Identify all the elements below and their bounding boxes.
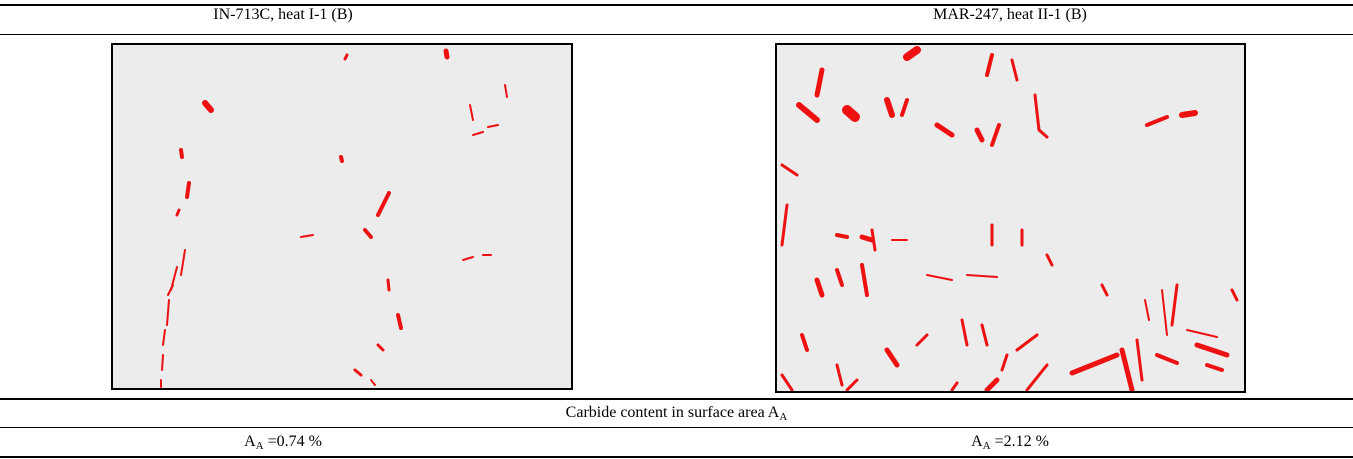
carbide xyxy=(835,233,849,239)
carbide xyxy=(1186,329,1218,338)
bottom-rule xyxy=(0,456,1353,458)
carbide xyxy=(504,84,508,98)
carbide xyxy=(796,102,820,123)
carbide xyxy=(990,123,1001,147)
caption-text: Carbide content in surface area A xyxy=(565,404,780,421)
column-header: MAR-247, heat II-1 (B) xyxy=(933,6,1087,23)
carbide xyxy=(161,354,164,371)
carbide xyxy=(353,368,363,377)
carbide xyxy=(370,379,376,386)
result-cell: AA =2.12 % xyxy=(720,433,1300,452)
result-cell: AA =0.74 % xyxy=(0,433,566,452)
carbide xyxy=(1179,110,1198,118)
carbide xyxy=(1037,128,1049,139)
carbide xyxy=(926,274,953,281)
carbide xyxy=(1194,342,1230,358)
carbide xyxy=(1170,283,1179,327)
carbide xyxy=(175,208,181,217)
carbide xyxy=(860,263,869,297)
carbide xyxy=(179,148,184,159)
carbide xyxy=(960,318,969,347)
carbide xyxy=(386,278,391,292)
carbide xyxy=(1015,333,1039,352)
carbide xyxy=(1144,299,1150,321)
carbide xyxy=(780,203,789,247)
carbide xyxy=(934,122,955,138)
caption-rule xyxy=(0,427,1353,428)
micrograph-image xyxy=(160,48,508,388)
carbide xyxy=(974,127,985,143)
carbide xyxy=(339,155,344,163)
micrograph xyxy=(111,43,573,390)
carbide xyxy=(1033,93,1041,132)
carbide xyxy=(202,100,214,113)
carbide xyxy=(780,373,794,391)
carbide xyxy=(1161,289,1168,336)
carbide xyxy=(900,98,909,117)
carbide xyxy=(1100,283,1109,297)
carbide xyxy=(443,48,450,60)
carbide xyxy=(1025,363,1049,391)
carbide xyxy=(814,67,825,98)
carbide xyxy=(835,268,844,287)
carbide xyxy=(1119,347,1135,391)
carbide xyxy=(462,256,474,261)
carbide xyxy=(915,333,929,347)
column-header: IN-713C, heat I-1 (B) xyxy=(213,6,353,23)
carbide xyxy=(845,378,859,391)
carbide xyxy=(472,131,484,136)
carbide xyxy=(870,228,877,252)
carbide xyxy=(376,343,385,352)
carbide xyxy=(984,377,1000,391)
carbide xyxy=(1205,363,1224,372)
carbide xyxy=(185,181,191,199)
carbide xyxy=(1145,115,1169,127)
result-symbol: A xyxy=(244,433,256,450)
carbide xyxy=(1230,288,1239,302)
carbide xyxy=(180,249,186,276)
micrograph xyxy=(775,43,1246,393)
carbide xyxy=(1010,58,1019,82)
carbide xyxy=(1135,338,1144,382)
carbide xyxy=(162,329,166,346)
carbide xyxy=(1069,352,1120,376)
caption-subscript: A xyxy=(779,411,788,423)
carbide xyxy=(1155,353,1179,365)
result-value: =2.12 % xyxy=(994,433,1049,450)
top-rule xyxy=(0,4,1353,6)
carbide xyxy=(167,284,174,296)
carbide xyxy=(800,333,809,352)
carbide xyxy=(884,347,900,368)
header-rule xyxy=(0,34,1353,35)
carbide xyxy=(1045,253,1054,267)
carbide xyxy=(859,234,875,243)
carbide xyxy=(300,234,314,238)
carbide xyxy=(814,277,825,298)
carbide xyxy=(396,313,403,330)
carbide xyxy=(780,163,799,177)
result-symbol: A xyxy=(971,433,983,450)
carbide xyxy=(966,274,998,278)
carbide xyxy=(363,228,373,239)
carbide xyxy=(985,53,994,77)
carbide xyxy=(487,124,499,128)
carbide xyxy=(376,191,391,217)
micrograph-image xyxy=(780,46,1239,391)
result-subscript: A xyxy=(255,440,264,452)
carbide xyxy=(469,104,474,121)
result-value: =0.74 % xyxy=(267,433,322,450)
carbide xyxy=(980,323,989,347)
carbide xyxy=(950,381,959,391)
section-rule xyxy=(0,398,1353,400)
caption-row: Carbide content in surface area AA xyxy=(0,404,1353,423)
carbide xyxy=(842,105,860,122)
carbide xyxy=(835,363,844,387)
result-subscript: A xyxy=(982,440,991,452)
carbide xyxy=(166,299,170,326)
carbide xyxy=(1000,353,1009,372)
carbide xyxy=(343,53,349,61)
carbide xyxy=(884,97,895,118)
carbide xyxy=(903,46,921,61)
